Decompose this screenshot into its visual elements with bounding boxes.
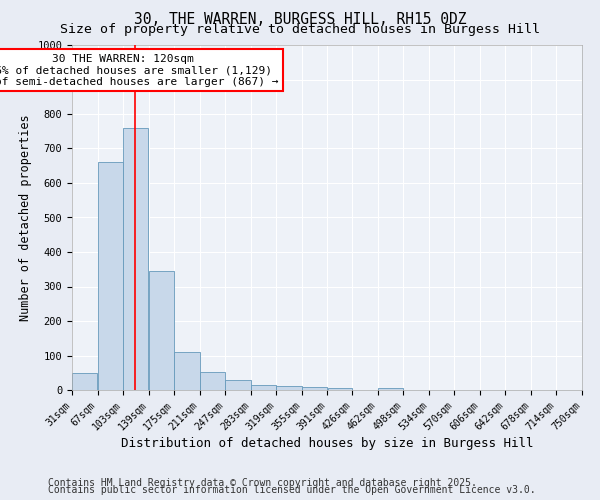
Bar <box>251 385 276 390</box>
X-axis label: Distribution of detached houses by size in Burgess Hill: Distribution of detached houses by size … <box>121 438 533 450</box>
Bar <box>200 372 225 390</box>
Bar <box>302 387 327 390</box>
Bar <box>72 373 97 390</box>
Bar <box>226 380 251 390</box>
Text: Size of property relative to detached houses in Burgess Hill: Size of property relative to detached ho… <box>60 22 540 36</box>
Bar <box>175 352 199 390</box>
Bar <box>277 386 302 390</box>
Text: Contains HM Land Registry data © Crown copyright and database right 2025.: Contains HM Land Registry data © Crown c… <box>48 478 477 488</box>
Y-axis label: Number of detached properties: Number of detached properties <box>19 114 32 321</box>
Bar <box>328 388 352 390</box>
Text: Contains public sector information licensed under the Open Government Licence v3: Contains public sector information licen… <box>48 485 536 495</box>
Text: 30 THE WARREN: 120sqm
← 56% of detached houses are smaller (1,129)
43% of semi-d: 30 THE WARREN: 120sqm ← 56% of detached … <box>0 54 278 87</box>
Bar <box>123 128 148 390</box>
Bar <box>378 388 403 390</box>
Bar <box>98 162 123 390</box>
Text: 30, THE WARREN, BURGESS HILL, RH15 0DZ: 30, THE WARREN, BURGESS HILL, RH15 0DZ <box>134 12 466 28</box>
Bar <box>149 271 174 390</box>
